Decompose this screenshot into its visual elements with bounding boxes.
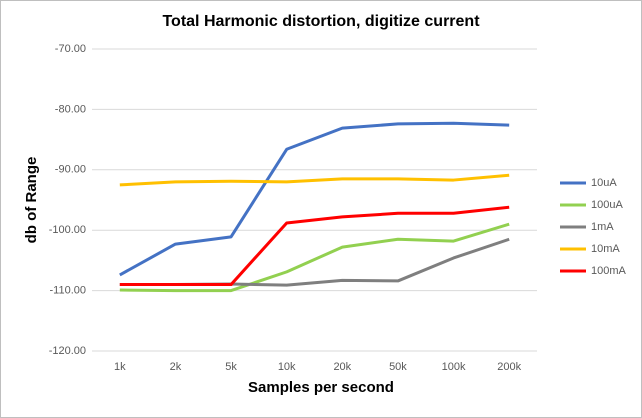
x-tick-label: 50k: [389, 361, 407, 373]
legend-label: 100uA: [591, 199, 623, 211]
y-tick-label: -80.00: [55, 103, 86, 115]
legend-label: 1mA: [591, 221, 614, 233]
legend-label: 10mA: [591, 243, 620, 255]
chart-title: Total Harmonic distortion, digitize curr…: [162, 13, 480, 30]
y-axis-title: db of Range: [23, 157, 40, 244]
x-tick-label: 2k: [170, 361, 182, 373]
series-line: [119, 173, 510, 187]
y-tick-label: -70.00: [55, 43, 86, 55]
x-axis-title: Samples per second: [248, 379, 394, 396]
x-tick-label: 5k: [225, 361, 237, 373]
y-tick-label: -100.00: [49, 224, 86, 236]
x-tick-label: 20k: [333, 361, 351, 373]
series-line: [119, 222, 510, 293]
x-tick-label: 1k: [114, 361, 126, 373]
series-line: [119, 205, 510, 287]
y-tick-label: -110.00: [50, 285, 87, 297]
legend-label: 100mA: [591, 265, 627, 277]
x-tick-label: 200k: [497, 361, 521, 373]
series-line: [119, 121, 510, 277]
x-tick-label: 10k: [278, 361, 296, 373]
legend-label: 10uA: [591, 177, 617, 189]
y-tick-label: -90.00: [55, 164, 86, 176]
x-tick-label: 100k: [442, 361, 466, 373]
y-tick-label: -120.00: [49, 345, 86, 357]
